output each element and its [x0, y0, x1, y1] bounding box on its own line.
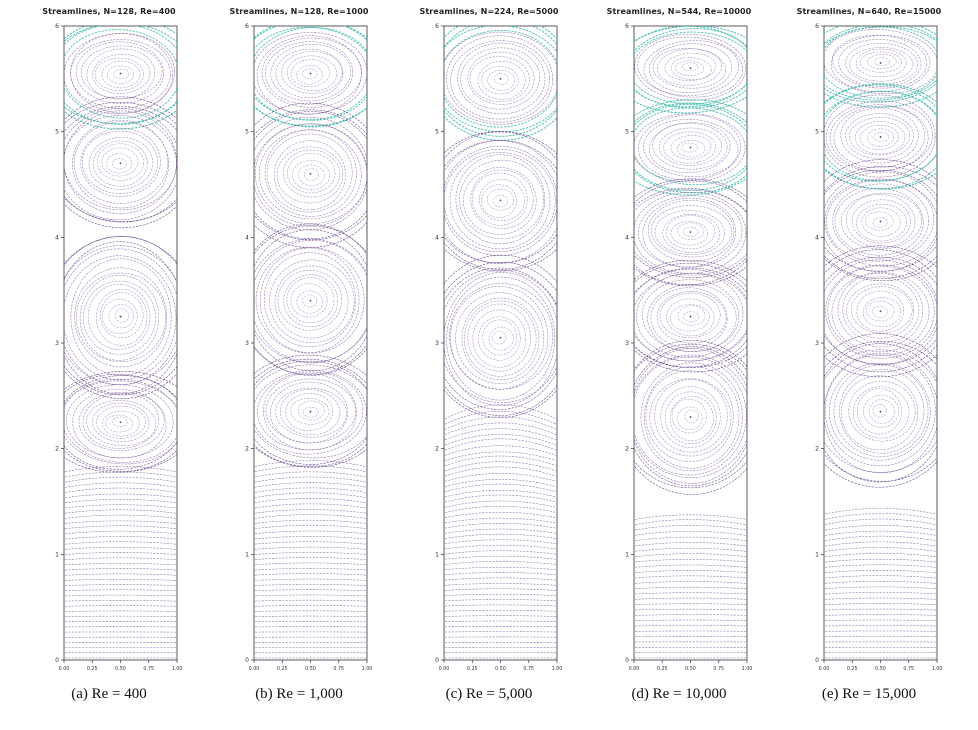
svg-text:5: 5 — [55, 129, 59, 136]
svg-text:0.00: 0.00 — [629, 666, 640, 672]
streamline-plot: 0 1 2 3 4 5 6 0.00 0.25 0.50 0.75 1.00 — [625, 23, 753, 672]
streamline-panel: Streamlines, N=640, Re=15000 0 1 2 3 4 5 6 0.00… — [774, 6, 964, 703]
streamline-plot: 0 1 2 3 4 5 6 0.00 0.25 0.50 0.75 1.00 — [815, 23, 943, 672]
svg-text:0.50: 0.50 — [685, 666, 696, 672]
streamline-plot: 0 1 2 3 4 5 6 0.00 0.25 0.50 0.75 1.00 — [435, 23, 563, 672]
svg-text:0.25: 0.25 — [847, 666, 858, 672]
svg-text:4: 4 — [435, 234, 439, 241]
svg-text:0.75: 0.75 — [523, 666, 534, 672]
svg-text:5: 5 — [625, 129, 629, 136]
subplot-title: Streamlines, N=544, Re=10000 — [606, 7, 752, 16]
svg-text:0.75: 0.75 — [143, 666, 154, 672]
svg-text:4: 4 — [625, 234, 629, 241]
streamline-plot: 0 1 2 3 4 5 6 0.00 0.25 0.50 0.75 1.00 — [55, 23, 183, 672]
svg-text:0.75: 0.75 — [333, 666, 344, 672]
svg-text:1.00: 1.00 — [932, 666, 943, 672]
svg-text:0.50: 0.50 — [305, 666, 316, 672]
subplot-caption: (e) Re = 15,000 — [821, 686, 917, 702]
svg-text:0: 0 — [55, 657, 59, 664]
svg-text:3: 3 — [245, 340, 249, 347]
figure-row: Streamlines, N=128, Re=400 0 1 2 3 4 5 6 0.00 0.… — [14, 6, 964, 703]
svg-text:0.00: 0.00 — [249, 666, 260, 672]
svg-text:0.00: 0.00 — [59, 666, 70, 672]
streamline-panel: Streamlines, N=128, Re=1000 0 1 2 3 4 5 6 0.00 0… — [204, 6, 394, 703]
svg-text:1: 1 — [55, 551, 59, 558]
svg-text:6: 6 — [625, 23, 629, 30]
svg-text:3: 3 — [435, 340, 439, 347]
svg-text:1.00: 1.00 — [742, 666, 753, 672]
svg-text:6: 6 — [815, 23, 819, 30]
svg-text:2: 2 — [245, 446, 249, 453]
svg-text:0: 0 — [625, 657, 629, 664]
svg-text:0.50: 0.50 — [875, 666, 886, 672]
subplot-title: Streamlines, N=128, Re=1000 — [229, 7, 369, 16]
subplot-caption: (d) Re = 10,000 — [631, 686, 727, 702]
svg-text:5: 5 — [435, 129, 439, 136]
svg-text:4: 4 — [815, 234, 819, 241]
streamline-panel: Streamlines, N=224, Re=5000 0 1 2 3 4 5 6 0.00 0… — [394, 6, 584, 703]
svg-text:3: 3 — [55, 340, 59, 347]
svg-text:6: 6 — [245, 23, 249, 30]
svg-text:0.25: 0.25 — [657, 666, 668, 672]
subplot-title: Streamlines, N=224, Re=5000 — [419, 7, 559, 16]
subplot-caption: (a) Re = 400 — [71, 686, 147, 702]
svg-text:6: 6 — [55, 23, 59, 30]
svg-text:0.25: 0.25 — [467, 666, 478, 672]
svg-text:5: 5 — [245, 129, 249, 136]
svg-text:5: 5 — [815, 129, 819, 136]
subplot-caption: (b) Re = 1,000 — [255, 686, 343, 702]
svg-text:1.00: 1.00 — [552, 666, 563, 672]
svg-text:1: 1 — [625, 551, 629, 558]
svg-text:1: 1 — [815, 551, 819, 558]
svg-text:0.75: 0.75 — [903, 666, 914, 672]
svg-text:0.75: 0.75 — [713, 666, 724, 672]
streamline-panel: Streamlines, N=128, Re=400 0 1 2 3 4 5 6 0.00 0.… — [14, 6, 204, 703]
svg-text:0: 0 — [815, 657, 819, 664]
svg-text:3: 3 — [815, 340, 819, 347]
svg-text:0.25: 0.25 — [277, 666, 288, 672]
svg-text:2: 2 — [55, 446, 59, 453]
subplot-caption: (c) Re = 5,000 — [445, 686, 533, 702]
svg-text:2: 2 — [625, 446, 629, 453]
svg-text:0: 0 — [435, 657, 439, 664]
svg-text:1.00: 1.00 — [172, 666, 183, 672]
streamline-panel: Streamlines, N=544, Re=10000 0 1 2 3 4 5 6 0.00… — [584, 6, 774, 703]
svg-text:1: 1 — [245, 551, 249, 558]
svg-text:4: 4 — [245, 234, 249, 241]
svg-text:0: 0 — [245, 657, 249, 664]
svg-text:0.25: 0.25 — [87, 666, 98, 672]
svg-text:6: 6 — [435, 23, 439, 30]
streamline-plot: 0 1 2 3 4 5 6 0.00 0.25 0.50 0.75 1.00 — [245, 23, 373, 672]
svg-text:0.00: 0.00 — [439, 666, 450, 672]
svg-text:2: 2 — [435, 446, 439, 453]
svg-text:4: 4 — [55, 234, 59, 241]
svg-text:0.50: 0.50 — [115, 666, 126, 672]
svg-text:0.50: 0.50 — [495, 666, 506, 672]
svg-text:2: 2 — [815, 446, 819, 453]
svg-text:0.00: 0.00 — [819, 666, 830, 672]
subplot-title: Streamlines, N=128, Re=400 — [42, 7, 176, 16]
svg-text:1.00: 1.00 — [362, 666, 373, 672]
subplot-title: Streamlines, N=640, Re=15000 — [796, 7, 942, 16]
svg-text:3: 3 — [625, 340, 629, 347]
svg-text:1: 1 — [435, 551, 439, 558]
